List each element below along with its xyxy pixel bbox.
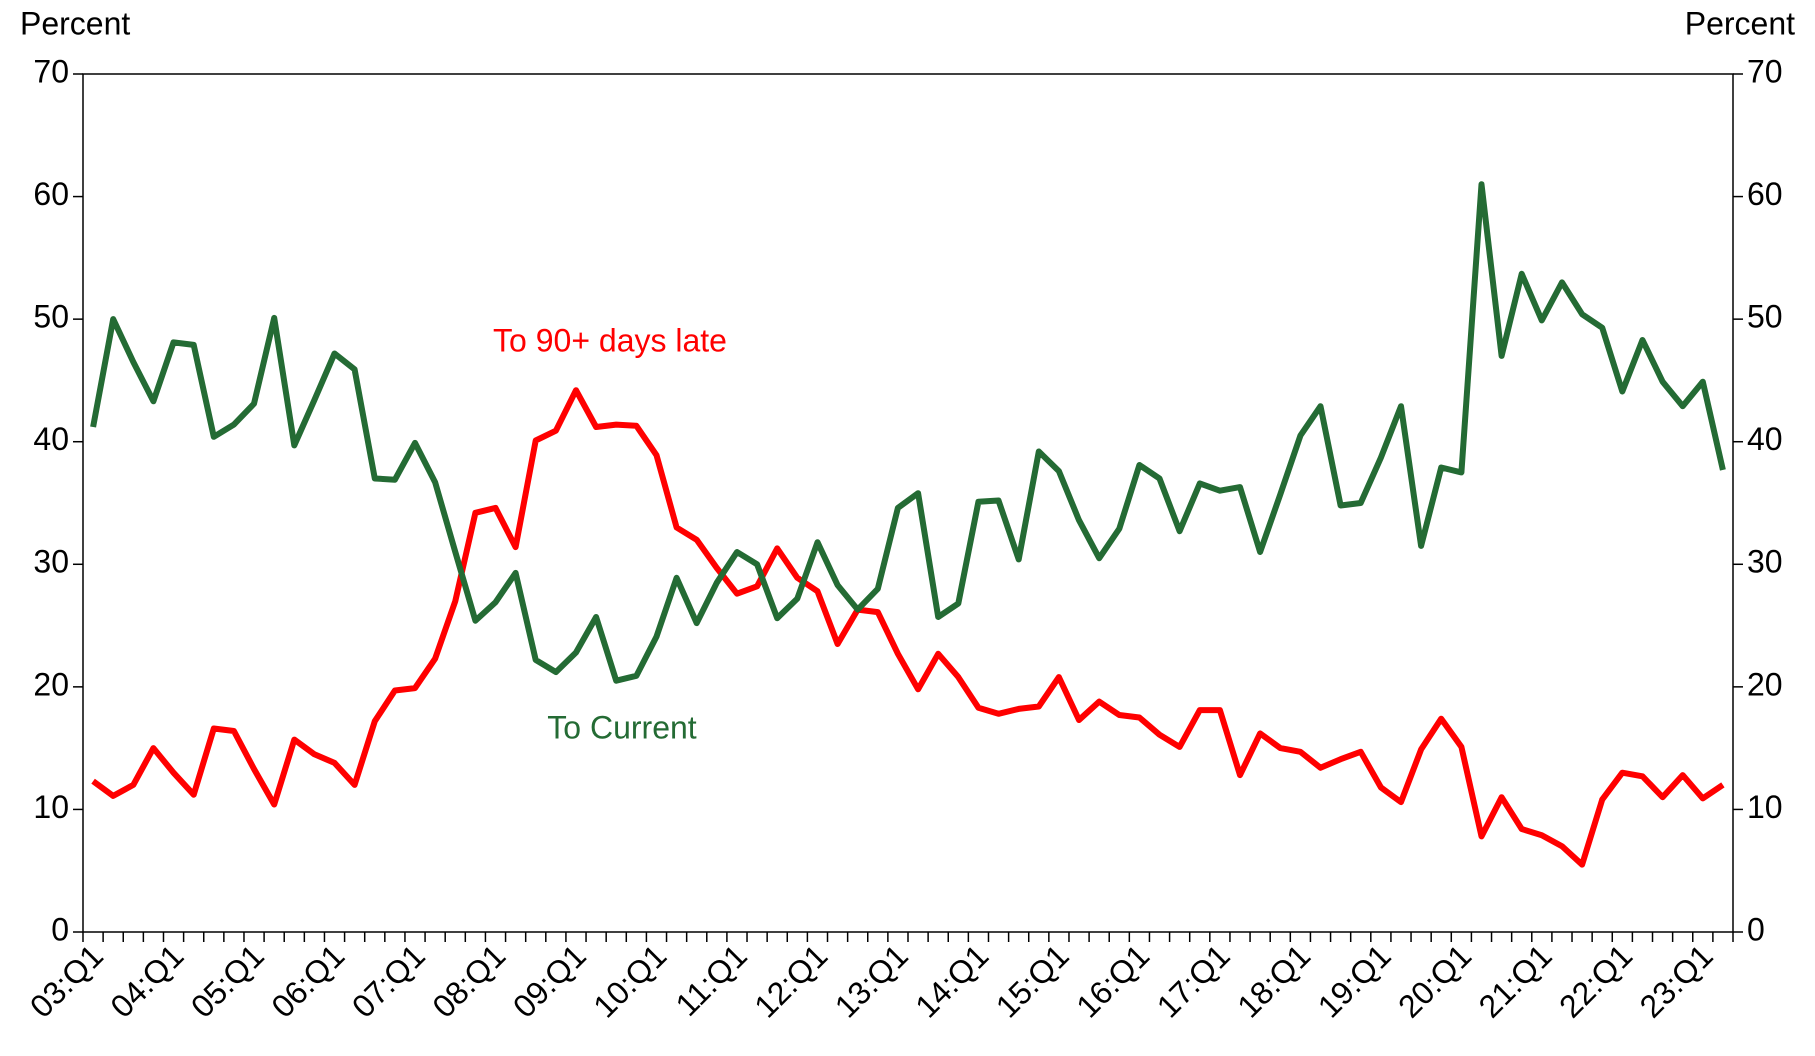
x-tick-label: 19:Q1 — [1311, 937, 1398, 1024]
y2-tick-label: 20 — [1747, 666, 1783, 702]
x-tick-label: 17:Q1 — [1150, 937, 1237, 1024]
x-tick-label: 18:Q1 — [1230, 937, 1317, 1024]
x-tick-label: 09:Q1 — [506, 937, 593, 1024]
y-axis-label: Percent — [20, 5, 130, 41]
y-tick-label: 20 — [33, 666, 69, 702]
x-tick-label: 20:Q1 — [1391, 937, 1478, 1024]
series-line — [91, 387, 1725, 868]
x-tick-label: 15:Q1 — [989, 937, 1076, 1024]
x-tick-label: 22:Q1 — [1552, 937, 1639, 1024]
y2-tick-label: 60 — [1747, 176, 1783, 212]
y2-tick-label: 50 — [1747, 299, 1783, 335]
y-tick-label: 30 — [33, 544, 69, 580]
y2-tick-label: 30 — [1747, 544, 1783, 580]
y-tick-label: 0 — [51, 911, 69, 947]
x-tick-label: 06:Q1 — [264, 937, 351, 1024]
x-tick-label: 04:Q1 — [103, 937, 190, 1024]
x-tick-label: 05:Q1 — [184, 937, 271, 1024]
y-tick-label: 70 — [33, 53, 69, 89]
y2-axis-label: Percent — [1685, 5, 1795, 41]
series-line — [90, 181, 1726, 684]
x-tick-label: 21:Q1 — [1472, 937, 1559, 1024]
x-tick-label: 13:Q1 — [828, 937, 915, 1024]
y2-tick-label: 70 — [1747, 53, 1783, 89]
x-tick-label: 14:Q1 — [908, 937, 995, 1024]
x-tick-label: 12:Q1 — [747, 937, 834, 1024]
series-label: To Current — [547, 709, 697, 745]
y2-tick-label: 10 — [1747, 789, 1783, 825]
x-tick-label: 03:Q1 — [23, 937, 110, 1024]
y2-tick-label: 0 — [1747, 911, 1765, 947]
y-tick-label: 40 — [33, 421, 69, 457]
x-tick-label: 10:Q1 — [586, 937, 673, 1024]
x-tick-label: 11:Q1 — [668, 937, 753, 1022]
y-tick-label: 50 — [33, 299, 69, 335]
x-tick-label: 07:Q1 — [345, 937, 432, 1024]
y2-tick-label: 40 — [1747, 421, 1783, 457]
series-label: To 90+ days late — [493, 322, 727, 358]
x-tick-label: 23:Q1 — [1633, 937, 1720, 1024]
x-tick-label: 08:Q1 — [425, 937, 512, 1024]
y-tick-label: 10 — [33, 789, 69, 825]
y-tick-label: 60 — [33, 176, 69, 212]
x-tick-label: 16:Q1 — [1069, 937, 1156, 1024]
